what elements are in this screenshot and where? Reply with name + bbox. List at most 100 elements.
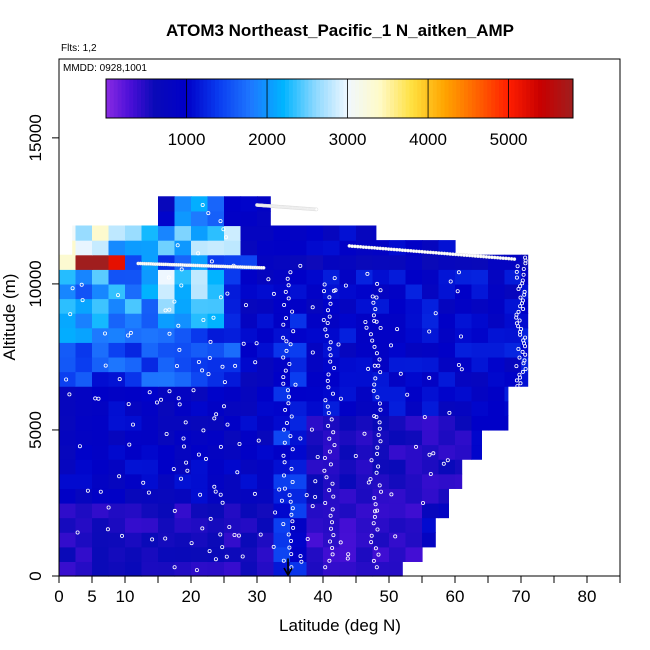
x-axis-label: Latitude (deg N) xyxy=(279,616,401,635)
heatmap-cell xyxy=(125,473,143,489)
heatmap-cell xyxy=(455,313,473,329)
heatmap-cell xyxy=(125,298,143,314)
sample-point xyxy=(325,320,330,325)
colorbar-segment xyxy=(320,79,325,118)
sample-point xyxy=(290,506,295,511)
heatmap-cell xyxy=(356,342,374,358)
sample-point xyxy=(285,388,290,393)
flights-note: Flts: 1,2 xyxy=(61,43,97,54)
heatmap-cell xyxy=(191,546,209,562)
heatmap-cell xyxy=(92,488,110,504)
colorbar-segment xyxy=(467,79,473,118)
heatmap-cell xyxy=(75,488,93,504)
sample-point xyxy=(171,467,176,472)
sample-point xyxy=(208,516,213,521)
heatmap-cell xyxy=(356,532,374,548)
sample-point xyxy=(281,427,286,432)
sample-point xyxy=(218,492,223,497)
sample-point xyxy=(512,257,517,261)
sample-point xyxy=(456,362,461,367)
heatmap-cell xyxy=(59,488,77,504)
heatmap-cell xyxy=(141,269,159,285)
sample-point xyxy=(181,436,186,441)
heatmap-cell xyxy=(224,283,242,300)
sample-point xyxy=(313,494,318,499)
sample-point xyxy=(393,534,398,539)
colorbar-segment xyxy=(226,79,232,118)
heatmap-cell xyxy=(92,283,110,300)
sample-point xyxy=(328,340,333,345)
heatmap-cell xyxy=(191,240,209,256)
sample-point xyxy=(375,527,380,532)
sample-point xyxy=(163,308,168,313)
sample-point xyxy=(208,339,213,344)
colorbar-segment xyxy=(273,79,278,118)
sample-point xyxy=(369,540,374,545)
heatmap-cell xyxy=(141,473,159,489)
heatmap-cell xyxy=(240,210,258,227)
heatmap-cell xyxy=(108,459,126,475)
colorbar-segment xyxy=(129,79,134,118)
heatmap-cell xyxy=(273,502,291,519)
sample-point xyxy=(522,358,527,363)
heatmap-cell xyxy=(191,254,209,270)
heatmap-cell xyxy=(75,444,93,460)
heatmap-cell xyxy=(158,488,176,504)
heatmap-cell xyxy=(224,269,242,285)
heatmap-cell xyxy=(141,561,159,577)
heatmap-cell xyxy=(158,429,176,446)
heatmap-cell xyxy=(471,356,489,373)
heatmap-cell xyxy=(141,502,159,519)
sample-point xyxy=(455,289,460,294)
heatmap-cell xyxy=(389,356,407,373)
heatmap-cell xyxy=(405,313,423,329)
heatmap-cell xyxy=(372,386,390,402)
heatmap-cell xyxy=(389,386,407,402)
heatmap-cell xyxy=(372,473,390,489)
sample-point xyxy=(514,378,519,383)
heatmap-cell xyxy=(240,283,258,300)
sample-point xyxy=(286,296,291,301)
sample-point xyxy=(375,281,380,286)
heatmap-cell xyxy=(471,254,489,270)
heatmap-cell xyxy=(356,429,374,446)
sample-point xyxy=(374,319,379,324)
heatmap-cell xyxy=(372,254,390,270)
heatmap-cell xyxy=(273,371,291,387)
heatmap-cell xyxy=(306,502,324,519)
heatmap-cell xyxy=(273,546,291,562)
colorbar-segment xyxy=(429,79,434,118)
sample-point xyxy=(200,526,205,531)
x-tick-label: 60 xyxy=(446,587,465,606)
sample-point xyxy=(324,333,329,338)
heatmap-cell xyxy=(257,225,275,241)
heatmap-cell xyxy=(323,459,341,475)
heatmap-cell xyxy=(224,210,242,227)
heatmap-cell xyxy=(290,488,308,504)
heatmap-cell xyxy=(339,283,357,300)
heatmap-cell xyxy=(207,444,225,460)
sample-point xyxy=(241,341,246,346)
heatmap-cell xyxy=(405,444,423,460)
heatmap-cell xyxy=(422,517,436,533)
colorbar-segment xyxy=(335,79,340,118)
heatmap-cell xyxy=(75,225,93,241)
sample-point xyxy=(285,276,290,281)
sample-point xyxy=(331,430,336,435)
heatmap-cell xyxy=(207,210,225,227)
sample-point xyxy=(298,554,303,559)
colorbar-segment xyxy=(222,79,228,118)
heatmap-cell xyxy=(290,269,308,285)
sample-point xyxy=(196,251,201,256)
heatmap-cell xyxy=(257,561,275,577)
sample-point xyxy=(176,396,181,401)
colorbar-segment xyxy=(502,79,508,118)
heatmap-cell xyxy=(240,429,258,446)
heatmap-cell xyxy=(257,502,275,519)
heatmap-cell xyxy=(306,561,324,577)
heatmap-cell xyxy=(207,327,225,343)
colorbar-segment xyxy=(172,79,177,118)
sample-point xyxy=(427,452,432,457)
heatmap-cell xyxy=(438,298,456,314)
colorbar-segment xyxy=(242,79,247,118)
